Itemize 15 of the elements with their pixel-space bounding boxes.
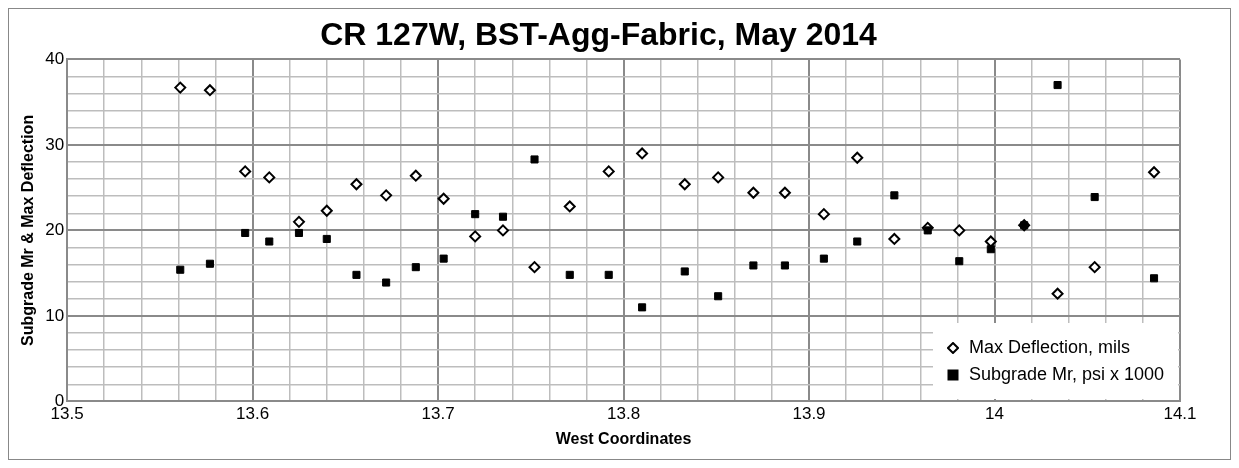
x-tick-label: 13.6 <box>236 404 270 424</box>
x-axis-title: West Coordinates <box>555 429 692 447</box>
y-axis-title: Subgrade Mr & Max Deflection <box>19 114 37 346</box>
legend-label: Subgrade Mr, psi x 1000 <box>969 364 1165 386</box>
x-tick-label: 14.1 <box>1163 404 1197 424</box>
y-tick-label: 20 <box>45 220 65 240</box>
y-tick-label: 40 <box>45 49 65 69</box>
x-tick-label: 13.9 <box>792 404 826 424</box>
x-tick-label: 13.8 <box>607 404 641 424</box>
legend-label: Max Deflection, mils <box>969 337 1131 359</box>
y-tick-label: 30 <box>45 134 65 154</box>
x-tick-label: 14 <box>985 404 1004 424</box>
y-tick-label: 10 <box>45 305 65 325</box>
chart-title: CR 127W, BST-Agg-Fabric, May 2014 <box>320 16 878 53</box>
x-tick-label: 13.7 <box>421 404 455 424</box>
